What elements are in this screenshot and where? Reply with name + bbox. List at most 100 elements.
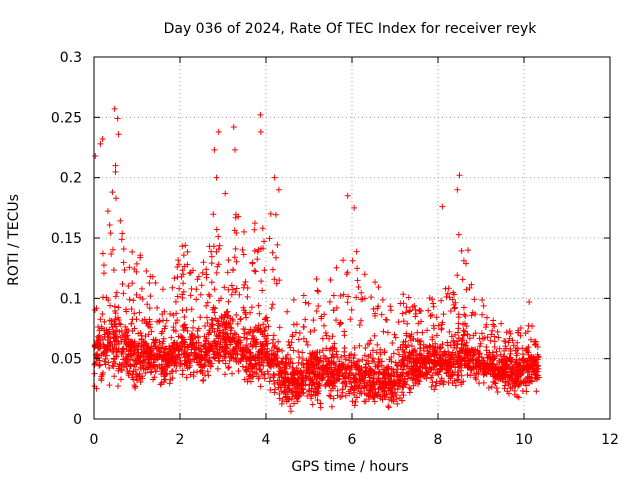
data-point <box>249 368 256 375</box>
data-point <box>429 336 436 343</box>
data-point <box>505 390 512 397</box>
data-point <box>361 377 368 384</box>
data-point <box>111 303 118 310</box>
data-point <box>371 398 378 405</box>
data-point <box>149 353 156 360</box>
data-point <box>171 275 178 282</box>
data-point <box>123 335 130 342</box>
data-point <box>400 356 407 363</box>
data-point <box>296 392 303 399</box>
data-point <box>399 310 406 317</box>
data-point <box>416 378 423 385</box>
data-point <box>404 320 411 327</box>
data-point <box>120 350 127 357</box>
data-point <box>136 309 143 316</box>
data-point <box>123 308 130 315</box>
data-point <box>106 326 113 333</box>
data-point <box>351 402 358 409</box>
data-point <box>370 375 377 382</box>
data-point <box>527 336 534 343</box>
data-point <box>337 320 344 327</box>
x-tick-label: 8 <box>434 432 443 448</box>
data-point <box>109 189 116 196</box>
data-point <box>237 337 244 344</box>
data-point <box>276 277 283 284</box>
data-point <box>306 364 313 371</box>
data-point <box>160 335 167 342</box>
data-point <box>115 383 122 390</box>
data-point <box>264 332 271 339</box>
data-point <box>267 210 274 217</box>
data-point <box>117 217 124 224</box>
data-point <box>158 345 165 352</box>
data-point <box>488 331 495 338</box>
data-point <box>157 351 164 358</box>
data-point <box>316 381 323 388</box>
data-point <box>333 264 340 271</box>
data-point <box>369 347 376 354</box>
data-point <box>131 310 138 317</box>
data-point <box>159 366 166 373</box>
data-point <box>111 356 118 363</box>
data-point <box>179 371 186 378</box>
data-point <box>383 391 390 398</box>
data-point <box>218 295 225 302</box>
data-point <box>452 351 459 358</box>
data-point <box>197 291 204 298</box>
data-point <box>493 353 500 360</box>
data-point <box>141 365 148 372</box>
data-point <box>125 361 132 368</box>
data-point <box>417 337 424 344</box>
data-point <box>119 360 126 367</box>
data-point <box>241 228 248 235</box>
data-point <box>495 334 502 341</box>
data-point <box>120 290 127 297</box>
data-point <box>323 370 330 377</box>
data-point <box>154 363 161 370</box>
data-point <box>105 297 112 304</box>
data-point <box>270 350 277 357</box>
data-point <box>425 307 432 314</box>
data-point <box>451 377 458 384</box>
data-point <box>128 338 135 345</box>
data-point <box>485 367 492 374</box>
data-point <box>464 371 471 378</box>
data-point <box>230 350 237 357</box>
data-point <box>147 273 154 280</box>
data-point <box>444 339 451 346</box>
data-point <box>378 311 385 318</box>
data-point <box>244 284 251 291</box>
data-point <box>448 351 455 358</box>
data-point <box>479 297 486 304</box>
data-point <box>211 328 218 335</box>
data-point <box>289 393 296 400</box>
data-point <box>330 292 337 299</box>
data-point <box>137 378 144 385</box>
data-point <box>124 332 131 339</box>
data-point <box>462 342 469 349</box>
data-point <box>401 355 408 362</box>
data-point <box>494 389 501 396</box>
data-point <box>263 351 270 358</box>
data-point <box>311 381 318 388</box>
data-point <box>261 327 268 334</box>
data-point <box>122 329 129 336</box>
data-point <box>524 348 531 355</box>
data-point <box>274 241 281 248</box>
data-point <box>524 357 531 364</box>
data-point <box>342 356 349 363</box>
data-point <box>454 369 461 376</box>
data-point <box>180 288 187 295</box>
data-point <box>172 319 179 326</box>
data-point <box>149 345 156 352</box>
data-point <box>300 292 307 299</box>
data-point <box>159 311 166 318</box>
data-point <box>159 286 166 293</box>
data-point <box>399 341 406 348</box>
data-point <box>243 368 250 375</box>
data-point <box>259 287 266 294</box>
data-point <box>282 388 289 395</box>
data-point <box>108 250 115 257</box>
data-point <box>333 317 340 324</box>
data-point <box>322 354 329 361</box>
